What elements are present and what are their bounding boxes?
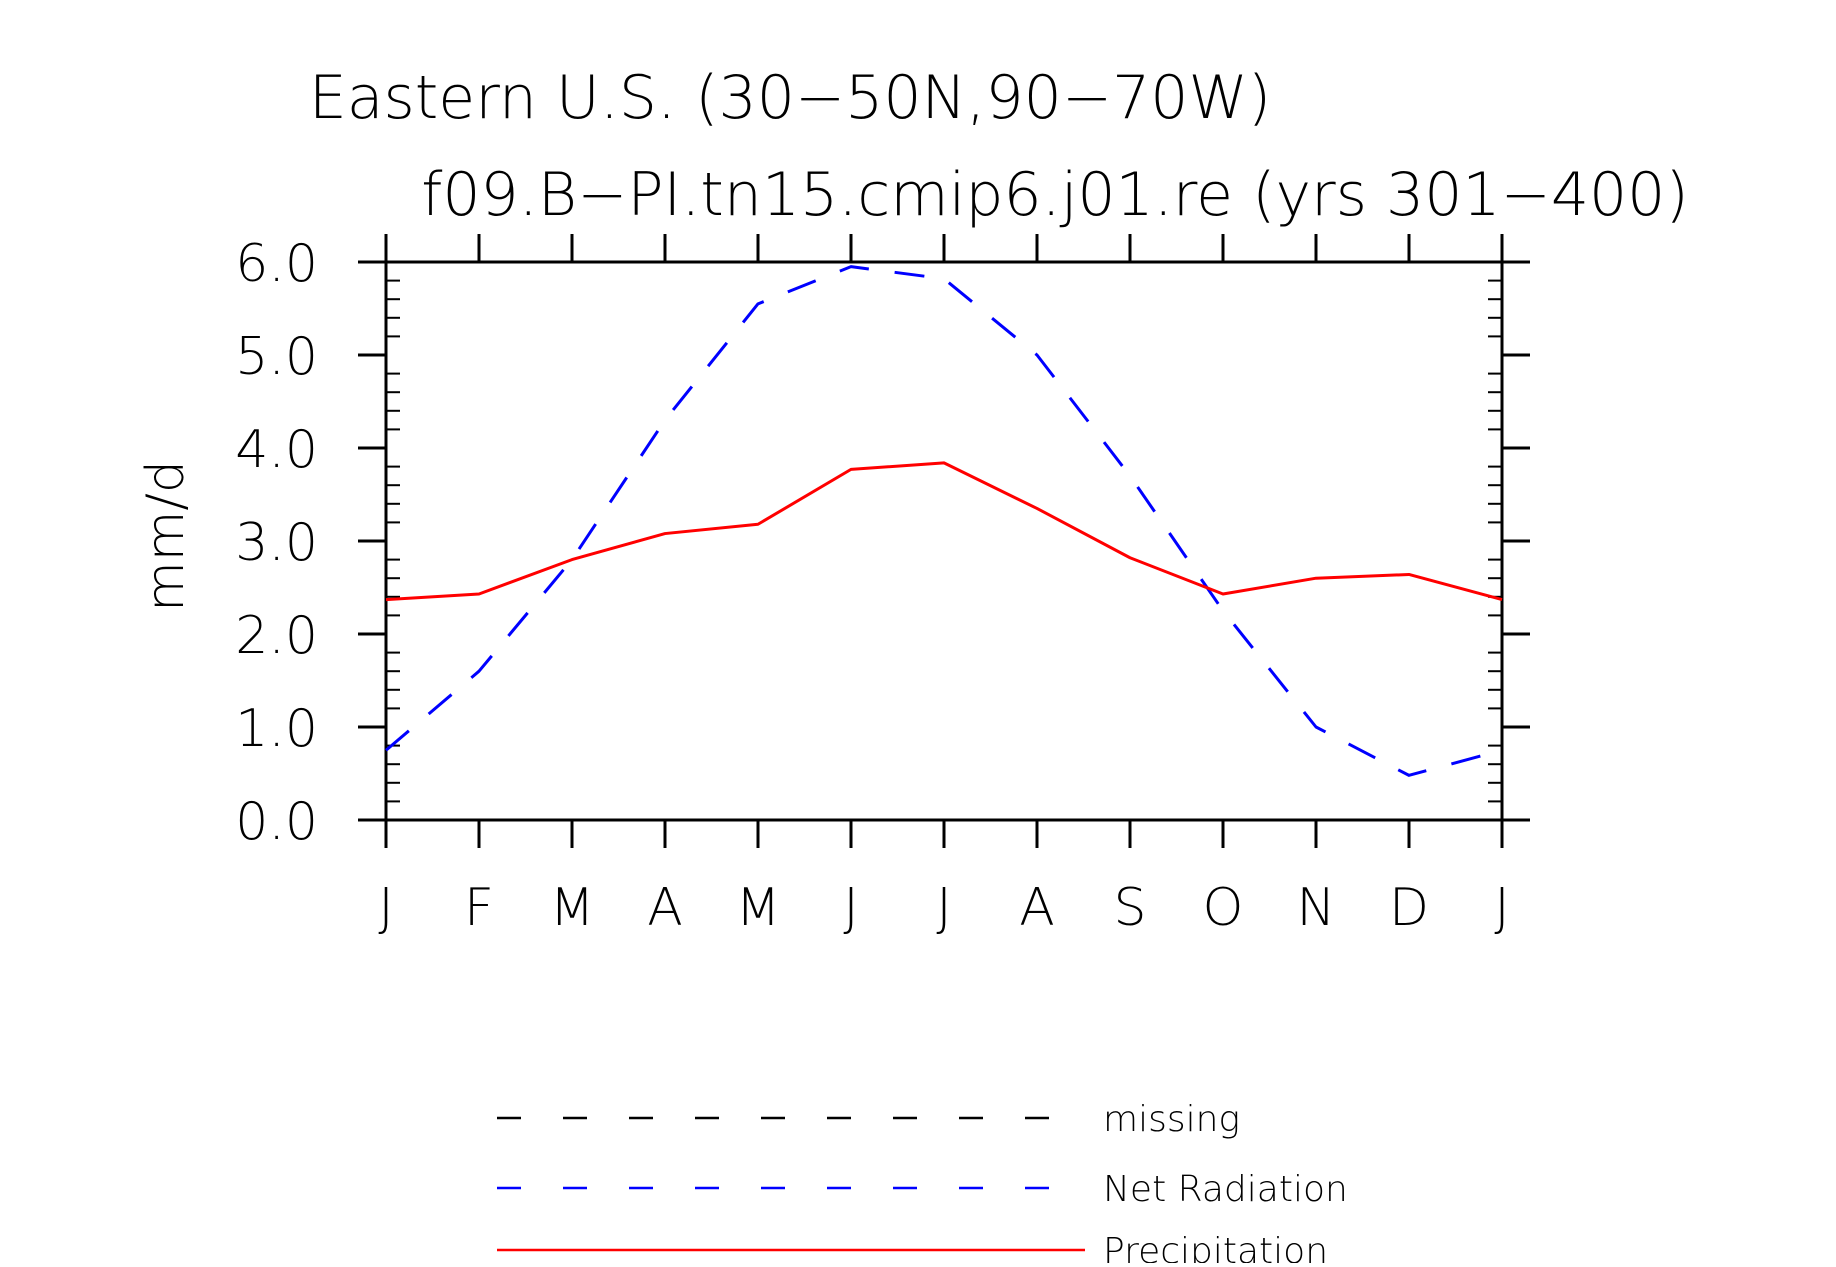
x-tick-label: D <box>1389 878 1429 938</box>
y-tick-label: 4.0 <box>235 420 318 480</box>
x-tick-label: F <box>464 878 494 938</box>
x-tick-label: N <box>1297 878 1336 938</box>
x-tick-label: J <box>378 878 393 938</box>
x-tick-label: A <box>1019 878 1055 938</box>
y-tick-label: 5.0 <box>235 327 318 387</box>
x-tick-label: M <box>736 878 781 938</box>
axis-ticks: J F M A M J J A S O N D J0.01.02.03.04.05.06.0 <box>235 234 1530 938</box>
legend-label: missing <box>1103 1099 1240 1140</box>
x-tick-label: S <box>1113 878 1146 938</box>
series-line-net-radiation <box>385 265 1503 777</box>
x-tick-label: O <box>1203 878 1244 938</box>
legend-label: Net Radiation <box>1103 1169 1348 1210</box>
series-line-precipitation <box>385 461 1503 602</box>
series-layer <box>385 265 1503 777</box>
x-tick-label: J <box>936 878 951 938</box>
x-tick-label: J <box>843 878 858 938</box>
y-tick-label: 3.0 <box>235 513 318 573</box>
y-tick-label: 6.0 <box>235 234 318 294</box>
legend-label: Precipitation <box>1103 1231 1328 1263</box>
legend: missing Net Radiation Precipitation <box>497 1099 1348 1267</box>
y-tick-label: 2.0 <box>235 606 318 666</box>
chart-title: Eastern U.S. (30−50N,90−70W) <box>309 63 1271 133</box>
x-tick-label: M <box>550 878 595 938</box>
y-tick-label: 1.0 <box>235 699 318 759</box>
x-tick-label: J <box>1494 878 1509 938</box>
x-tick-label: A <box>647 878 683 938</box>
y-axis-label: mm/d <box>136 460 196 612</box>
y-tick-label: 0.0 <box>235 792 318 852</box>
plot-frame <box>384 260 1504 822</box>
chart-subtitle: f09.B−PI.tn15.cmip6.j01.re (yrs 301−400) <box>421 160 1689 230</box>
